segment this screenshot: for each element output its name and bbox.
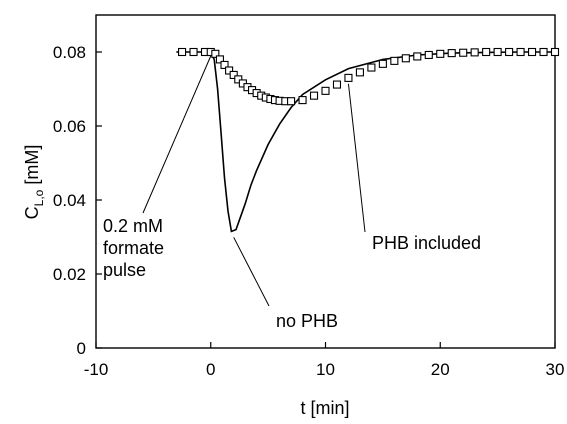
- annotation-line: 0.2 mM: [103, 216, 163, 236]
- y-tick-label: 0.06: [53, 117, 86, 136]
- data-point-square: [309, 91, 319, 100]
- data-point-square: [447, 49, 456, 58]
- data-point-square: [378, 59, 387, 68]
- y-tick-label: 0.02: [53, 265, 86, 284]
- data-point-square: [470, 48, 479, 57]
- x-tick-labels: -10 0 10 20 30: [84, 360, 565, 379]
- axis-ticks: [95, 51, 556, 349]
- data-point-square: [527, 47, 537, 57]
- annotation-leader-line: [142, 55, 212, 214]
- data-point-square: [189, 47, 198, 57]
- plot-area: [95, 14, 556, 349]
- data-point-square: [344, 73, 353, 82]
- annotation-line: PHB included: [372, 233, 481, 253]
- annotations: 0.2 mM formate pulse PHB included no PHB: [103, 55, 481, 331]
- data-point-square: [321, 86, 330, 95]
- annotation-label: PHB included: [372, 233, 481, 253]
- x-tick-label: 0: [206, 360, 215, 379]
- data-point-square: [390, 56, 399, 65]
- y-axis-title-sub: L,o: [32, 189, 46, 206]
- data-point-square: [459, 48, 468, 57]
- x-axis-title: t [min]: [300, 398, 349, 418]
- data-point-square: [550, 47, 560, 57]
- annotation-label: no PHB: [276, 311, 338, 331]
- x-tick-label: 30: [546, 360, 565, 379]
- data-point-square: [298, 96, 307, 105]
- annotation-line: no PHB: [276, 311, 338, 331]
- annotation-label: 0.2 mM formate pulse: [103, 216, 164, 280]
- data-point-square: [401, 54, 410, 63]
- data-point-square: [367, 63, 376, 72]
- data-point-square: [493, 47, 502, 57]
- y-tick-labels: 0 0.02 0.04 0.06 0.08: [53, 43, 86, 358]
- data-point-square: [287, 97, 296, 106]
- series-markers: [178, 47, 560, 106]
- data-point-square: [234, 75, 243, 84]
- data-point-square: [539, 47, 548, 57]
- y-axis-title-unit: [mM]: [22, 145, 42, 190]
- x-tick-label: 10: [316, 360, 335, 379]
- x-tick-label: -10: [84, 360, 109, 379]
- y-tick-label: 0.08: [53, 43, 86, 62]
- annotation-leader-line: [347, 83, 366, 233]
- x-tick-label: 20: [431, 360, 450, 379]
- data-point-square: [332, 80, 342, 89]
- data-point-square: [211, 49, 220, 58]
- data-point-square: [505, 47, 514, 57]
- y-tick-label: 0.04: [53, 191, 86, 210]
- data-point-square: [220, 60, 229, 70]
- y-tick-label: 0: [77, 339, 86, 358]
- data-point-square: [424, 50, 433, 60]
- data-point-square: [436, 49, 445, 58]
- data-point-square: [413, 52, 422, 61]
- data-point-square: [355, 68, 364, 77]
- data-point-square: [229, 70, 238, 79]
- annotation-line: formate: [103, 238, 164, 258]
- y-axis-title: CL,o [mM]: [22, 145, 46, 220]
- data-point-square: [516, 47, 525, 57]
- data-point-square: [215, 55, 224, 64]
- data-point-square: [178, 47, 187, 57]
- data-point-square: [482, 47, 491, 57]
- annotation-leader-line: [233, 237, 270, 307]
- annotation-line: pulse: [103, 260, 146, 280]
- y-axis-title-main: C: [22, 206, 42, 219]
- data-point-square: [225, 66, 234, 75]
